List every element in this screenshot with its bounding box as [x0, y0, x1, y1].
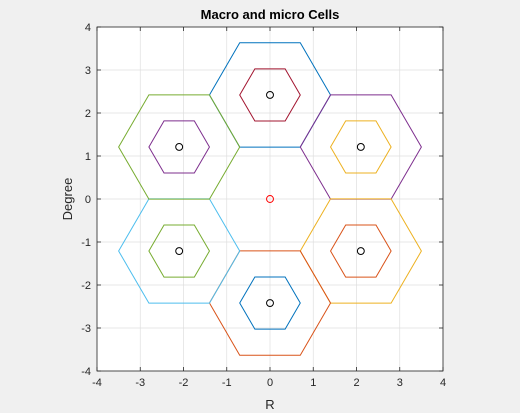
- cell-center-marker-4: [266, 299, 274, 307]
- micro-cell-4: [239, 276, 301, 330]
- y-tick-label: -2: [81, 280, 91, 292]
- marker-layer: [175, 91, 365, 307]
- y-tick-label: 2: [85, 108, 91, 120]
- cell-center-marker-2: [356, 143, 365, 151]
- cell-center-marker-6: [175, 143, 184, 151]
- y-tick-label: 3: [85, 65, 91, 77]
- micro-cell-5: [148, 224, 211, 278]
- x-tick-label: 4: [440, 377, 446, 389]
- y-tick-label: -1: [81, 237, 91, 249]
- micro-cell-1: [239, 68, 301, 122]
- y-tick-label: 1: [85, 151, 91, 163]
- x-tick-label: -1: [222, 377, 232, 389]
- x-axis-label: R: [265, 397, 274, 412]
- micro-cell-2: [329, 120, 392, 174]
- x-tick-label: 1: [310, 377, 316, 389]
- x-tick-label: -2: [179, 377, 189, 389]
- tick-marks: [96, 26, 444, 372]
- x-tick-labels: -4 -3 -2 -1 0 1 2 3 4: [92, 377, 446, 389]
- chart-title: Macro and micro Cells: [201, 7, 340, 22]
- x-tick-label: -4: [92, 377, 102, 389]
- x-tick-label: 0: [267, 377, 273, 389]
- series-layer: [118, 42, 422, 356]
- micro-cell-6: [148, 120, 211, 174]
- y-tick-label: -4: [81, 366, 91, 378]
- cell-center-marker-3: [356, 247, 365, 255]
- cell-center-marker-1: [266, 91, 274, 99]
- micro-cell-3: [329, 224, 392, 278]
- macro-cell-6: [118, 94, 241, 200]
- y-tick-label: 0: [85, 194, 91, 206]
- x-tick-label: -3: [135, 377, 145, 389]
- y-tick-labels: -4 -3 -2 -1 0 1 2 3 4: [81, 22, 91, 378]
- y-tick-label: -3: [81, 323, 91, 335]
- y-tick-label: 4: [85, 22, 91, 34]
- origin-marker: [266, 195, 274, 203]
- x-tick-label: 2: [353, 377, 359, 389]
- x-tick-label: 3: [397, 377, 403, 389]
- cell-center-marker-5: [175, 247, 184, 255]
- y-axis-label: Degree: [60, 178, 75, 221]
